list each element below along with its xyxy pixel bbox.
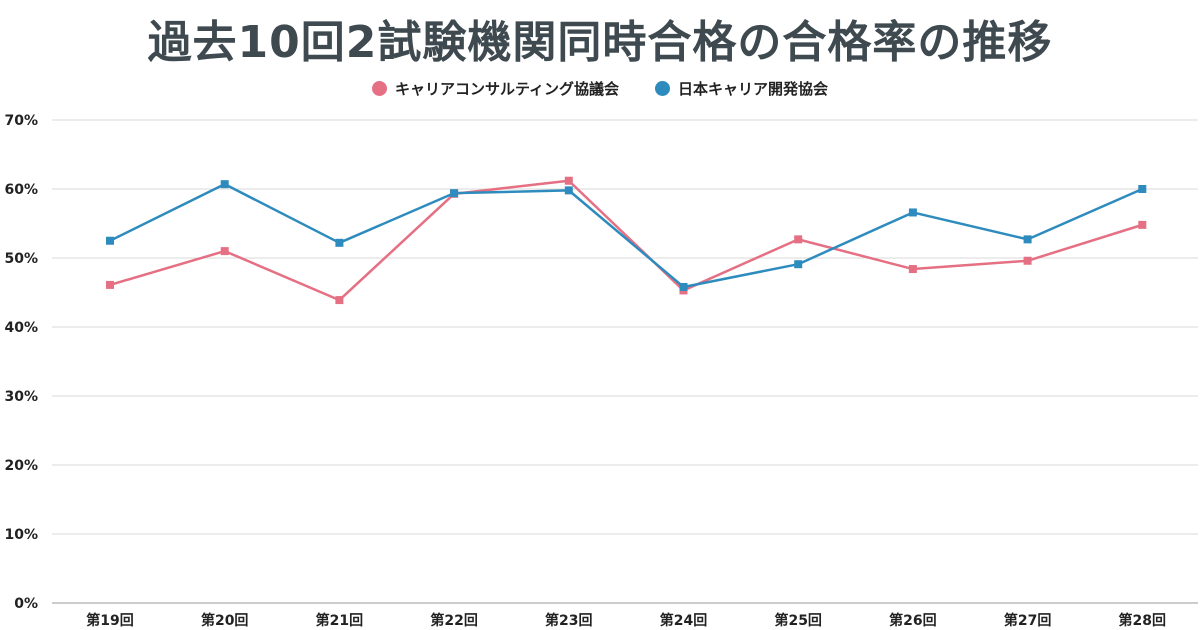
series-2-point xyxy=(794,260,803,269)
x-tick-label: 第21回 xyxy=(316,612,363,629)
legend-label-series-1: キャリアコンサルティング協議会 xyxy=(394,80,620,98)
legend-item-series-1: キャリアコンサルティング協議会 xyxy=(371,78,620,99)
series-line-1 xyxy=(109,179,1143,302)
series-1-point xyxy=(335,296,344,305)
series-1-point xyxy=(564,176,573,185)
series-1-point xyxy=(1023,256,1032,265)
series-1-point xyxy=(1138,220,1147,229)
series-line-2 xyxy=(109,182,1143,289)
x-tick-label: 第27回 xyxy=(1004,612,1051,629)
series-1-point xyxy=(220,247,229,256)
x-tick-label: 第23回 xyxy=(545,612,592,629)
legend-swatch-series-1 xyxy=(371,81,387,96)
y-tick-label: 20% xyxy=(4,458,38,474)
legend-item-series-2: 日本キャリア開発協会 xyxy=(655,78,828,99)
x-tick-label: 第26回 xyxy=(889,612,936,629)
series-2-point xyxy=(564,186,573,195)
y-tick-label: 40% xyxy=(4,320,38,336)
y-tick-label: 10% xyxy=(4,527,38,543)
series-2-point xyxy=(220,180,229,189)
series-2-point xyxy=(679,282,688,291)
x-tick-label: 第28回 xyxy=(1119,612,1166,629)
chart-legend: キャリアコンサルティング協議会 日本キャリア開発協会 xyxy=(0,78,1200,99)
x-tick-label: 第25回 xyxy=(774,612,821,629)
y-tick-label: 0% xyxy=(14,596,38,612)
y-tick-label: 60% xyxy=(4,182,38,198)
series-1-point xyxy=(794,235,803,244)
series-2-point xyxy=(450,189,459,198)
series-2-point xyxy=(1023,235,1032,244)
x-tick-label: 第20回 xyxy=(201,612,248,629)
y-tick-label: 70% xyxy=(4,113,38,129)
series-1-point xyxy=(106,280,114,289)
chart-title: 過去10回2試験機関同時合格の合格率の推移 xyxy=(147,17,1053,68)
series-2-point xyxy=(1138,185,1147,193)
x-tick-label: 第22回 xyxy=(430,612,477,629)
y-tick-label: 30% xyxy=(4,389,38,405)
legend-label-series-2: 日本キャリア開発協会 xyxy=(678,80,829,98)
x-tick-label: 第19回 xyxy=(86,612,133,629)
series-1-point xyxy=(908,265,917,274)
series-2-point xyxy=(106,236,114,245)
series-2-point xyxy=(335,238,344,247)
y-tick-label: 50% xyxy=(4,251,38,267)
series-2-point xyxy=(908,208,917,217)
legend-swatch-series-2 xyxy=(655,81,671,96)
x-tick-label: 第24回 xyxy=(660,612,707,629)
